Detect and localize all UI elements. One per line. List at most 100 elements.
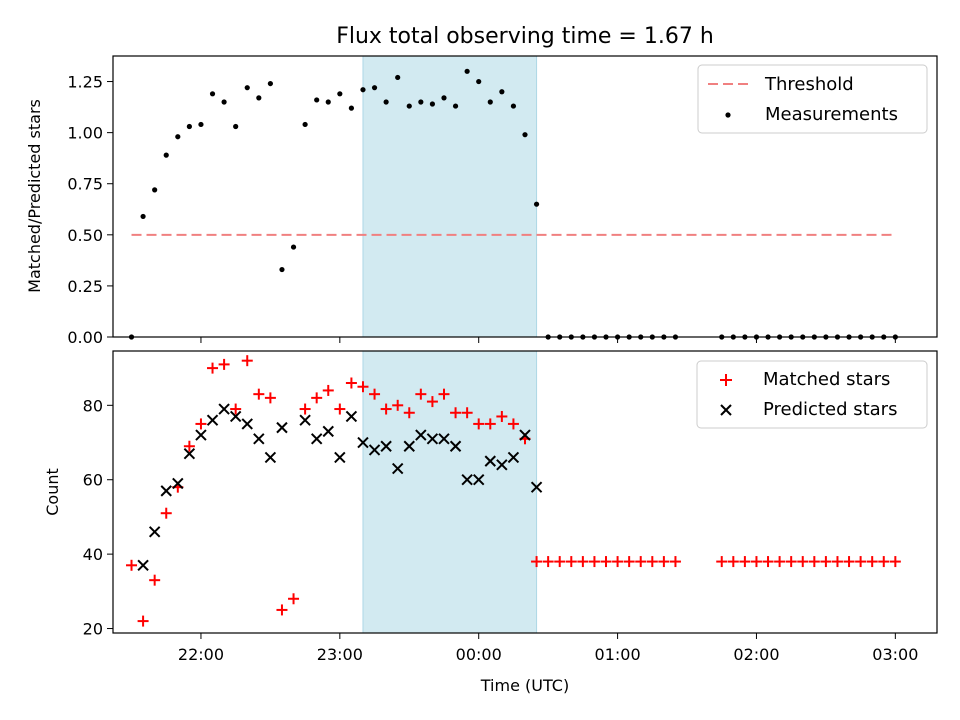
measurement-point [464,68,470,74]
matched-point [612,556,624,568]
matched-point [797,556,809,568]
predicted-point [264,451,277,464]
matched-point [635,556,647,568]
predicted-point [253,433,265,445]
matched-point [334,403,346,415]
x-tick-label: 02:00 [733,645,779,664]
matched-point [669,556,681,568]
matched-point [600,556,612,568]
predicted-point [195,429,207,441]
measurement-point [360,87,366,93]
matched-point [843,556,855,568]
predicted-point [357,436,369,449]
predicted-point [299,414,311,426]
predicted-point [380,440,392,452]
top-observing-span [362,55,538,338]
measurement-point [325,99,331,105]
predicted-point [530,481,543,493]
measurement-point [452,103,459,109]
matched-point [230,403,242,415]
matched-point [855,556,867,568]
measurement-point [476,78,482,85]
top-y-tick-label: 1.00 [67,124,103,143]
measurement-point [441,95,447,101]
predicted-point [137,559,149,571]
predicted-point [438,433,450,445]
top-y-tick-label: 0.75 [67,175,103,194]
matched-point [531,556,543,568]
x-tick-label: 03:00 [872,645,918,664]
matched-point [646,556,658,568]
x-tick-label: 00:00 [456,645,502,664]
measurements-legend-marker [725,112,731,118]
matched-point [866,556,878,568]
matched-point [218,358,230,370]
predicted-point [183,447,196,460]
measurement-point [244,85,250,91]
predicted-point [334,451,346,464]
measurement-point [233,123,239,130]
matched-point [426,396,438,408]
predicted-point [148,526,161,538]
matched-point [484,418,496,430]
matched-legend-label: Matched stars [763,369,890,390]
matched-point [207,362,219,374]
bottom-legend-box [696,360,928,429]
matched-point [878,556,890,568]
matched-point [750,556,762,568]
measurement-point [395,74,401,81]
top-y-tick-label: 1.25 [67,73,103,92]
matched-point [149,574,161,586]
measurement-point [279,266,285,273]
measurement-point [371,85,378,91]
measurement-point [140,213,146,220]
bottom-observing-span [362,350,538,634]
matched-point [369,388,381,400]
measurement-point [221,99,227,105]
matched-point [554,556,566,568]
predicted-point [496,459,508,471]
bottom-y-tick-label: 60 [83,471,103,490]
threshold-legend-label: Threshold [764,74,854,95]
predicted-point [415,429,427,441]
matched-point [577,556,589,568]
matched-point [658,556,670,568]
matched-point [507,418,519,430]
top-plot-frame [112,55,938,338]
predicted-legend-label: Predicted stars [763,399,897,420]
matched-point [392,399,404,411]
top-y-tick-label: 0.50 [67,226,103,245]
predicted-point [426,433,439,445]
predicted-point [310,433,323,445]
predicted-point [160,485,172,497]
measurement-point [418,99,424,105]
matched-point [311,392,323,404]
predicted-point [218,403,230,415]
matched-point [461,407,473,419]
measurement-point [429,101,436,107]
matched-point [889,556,901,568]
x-tick-label: 01:00 [595,645,641,664]
measurement-point [406,103,412,109]
measurement-point [487,99,493,105]
matched-point [739,556,751,568]
measurement-point [383,99,389,105]
top-y-axis-label: Matched/Predicted stars [25,99,44,293]
matched-point [820,556,832,568]
matched-point [380,403,392,415]
bottom-y-tick-label: 80 [83,396,103,415]
matched-point [357,381,369,393]
measurement-point [302,121,308,128]
measurement-point [152,187,158,193]
matched-point [588,556,600,568]
matched-point [727,556,739,568]
matched-point [623,556,635,568]
matched-point [774,556,786,568]
matched-point [195,418,207,430]
matched-point [473,418,485,430]
measurement-point [510,103,517,109]
measurement-point [256,95,262,101]
measurement-point [186,123,192,130]
